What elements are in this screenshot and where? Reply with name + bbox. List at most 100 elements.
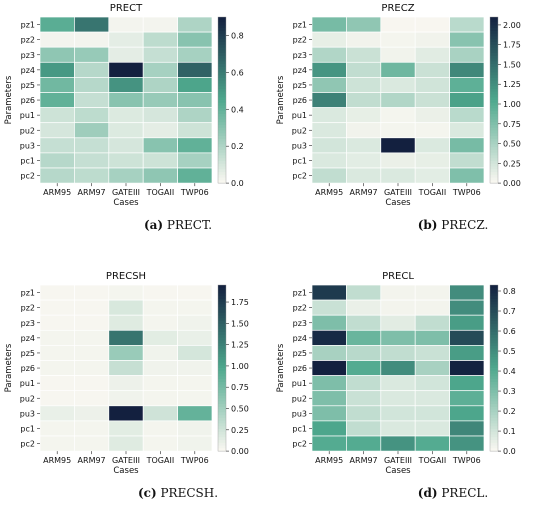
- y-tick-label: pz3: [293, 51, 307, 60]
- colorbar-segment: [218, 337, 226, 341]
- x-tick-label: TWP06: [452, 456, 481, 465]
- colorbar-tick-label: 1.50: [231, 319, 249, 328]
- colorbar-segment: [490, 301, 498, 305]
- heatmap-cell: [108, 420, 144, 437]
- y-axis-label: Parameters: [276, 343, 286, 392]
- heatmap-cell: [346, 360, 382, 376]
- colorbar-segment: [490, 61, 498, 65]
- colorbar-segment: [218, 404, 226, 408]
- heatmap-cell: [414, 360, 450, 376]
- colorbar-tick-label: 0.1: [503, 427, 516, 436]
- colorbar-frame: [217, 16, 227, 184]
- heatmap-cell: [380, 107, 416, 124]
- colorbar-segment: [490, 398, 498, 402]
- heatmap-cell: [39, 77, 75, 93]
- colorbar-segment: [490, 22, 498, 26]
- colorbar-segment: [490, 25, 498, 29]
- colorbar-segment: [490, 147, 498, 151]
- heatmap-cell: [311, 375, 347, 392]
- colorbar-segment: [218, 41, 226, 46]
- colorbar-segment: [490, 91, 498, 95]
- colorbar-segment: [490, 445, 498, 449]
- heatmap-cell: [414, 61, 450, 78]
- y-tick-label: pu3: [20, 141, 35, 150]
- heatmap-cell: [142, 107, 178, 124]
- colorbar-segment: [218, 370, 226, 374]
- heatmap-cell: [108, 31, 144, 48]
- colorbar-segment: [490, 381, 498, 386]
- colorbar-segment: [218, 348, 226, 352]
- heatmap-cell: [142, 435, 178, 452]
- colorbar-segment: [490, 141, 498, 145]
- heatmap-cell: [311, 329, 347, 346]
- chart-title: PRECSH: [106, 271, 146, 282]
- colorbar-segment: [490, 304, 498, 308]
- heatmap-panel-4: PRECL pz1 pz2 pz3 pz4 pz5 pz6 pu1 pu2 pu3 pc1 pc2 AR…: [276, 271, 516, 500]
- colorbar-segment: [490, 318, 498, 322]
- colorbar-segment: [490, 384, 498, 388]
- heatmap-cell: [39, 46, 75, 63]
- heatmap-cell: [74, 299, 110, 316]
- colorbar-segment: [218, 64, 226, 68]
- x-axis-label: Cases: [385, 466, 411, 476]
- colorbar-segment: [490, 365, 498, 369]
- colorbar-segment: [490, 307, 498, 311]
- colorbar-segment: [490, 69, 498, 73]
- colorbar-segment: [218, 77, 226, 82]
- heatmap-cell: [414, 390, 450, 407]
- heatmap-cell: [311, 284, 347, 301]
- heatmap-cell: [414, 77, 450, 93]
- heatmap-cell: [380, 420, 416, 437]
- colorbar-segment: [218, 298, 226, 303]
- colorbar-segment: [218, 334, 226, 338]
- colorbar-segment: [490, 144, 498, 148]
- heatmap-cell: [108, 375, 144, 392]
- heatmap-cell: [74, 167, 110, 184]
- colorbar-segment: [218, 36, 226, 40]
- colorbar-segment: [218, 102, 226, 106]
- heatmap-cell: [39, 329, 75, 346]
- heatmap-cell: [108, 92, 144, 108]
- y-tick-label: pu3: [292, 141, 307, 150]
- heatmap-cell: [449, 345, 485, 361]
- chart-title: PRECL: [382, 271, 414, 282]
- heatmap-cell: [142, 360, 178, 376]
- colorbar-segment: [490, 351, 498, 355]
- heatmap-cell: [380, 360, 416, 376]
- heatmap-cell: [346, 122, 382, 139]
- colorbar-segment: [490, 417, 498, 422]
- colorbar-segment: [218, 373, 226, 377]
- heatmap-cell: [177, 167, 213, 184]
- colorbar-segment: [490, 293, 498, 297]
- x-tick-label: ARM97: [350, 456, 378, 465]
- colorbar-segment: [218, 52, 226, 57]
- colorbar-segment: [218, 312, 226, 316]
- colorbar-segment: [218, 434, 226, 438]
- y-tick-label: pz6: [293, 96, 307, 105]
- heatmap-cell: [380, 152, 416, 169]
- heatmap-cell: [311, 92, 347, 108]
- heatmap-cell: [414, 107, 450, 124]
- heatmap-cell: [414, 16, 450, 33]
- heatmap-cell: [142, 345, 178, 361]
- y-tick-label: pz2: [21, 304, 35, 313]
- colorbar-segment: [490, 395, 498, 399]
- colorbar-segment: [218, 332, 226, 336]
- heatmap-cell: [414, 405, 450, 422]
- colorbar-segment: [218, 315, 226, 319]
- heatmap-cell: [311, 299, 347, 316]
- colorbar-segment: [490, 119, 498, 123]
- colorbar-segment: [490, 94, 498, 98]
- colorbar-segment: [218, 133, 226, 137]
- colorbar-segment: [218, 384, 226, 388]
- y-tick-label: pz4: [293, 334, 307, 343]
- colorbar-segment: [490, 80, 498, 84]
- colorbar-segment: [490, 130, 498, 134]
- heatmap-cell: [449, 435, 485, 452]
- colorbar-segment: [490, 28, 498, 32]
- colorbar-segment: [490, 86, 498, 90]
- heatmap-cell: [449, 122, 485, 139]
- heatmap-cell: [108, 122, 144, 139]
- colorbar-segment: [218, 100, 226, 104]
- heatmap-cell: [108, 314, 144, 331]
